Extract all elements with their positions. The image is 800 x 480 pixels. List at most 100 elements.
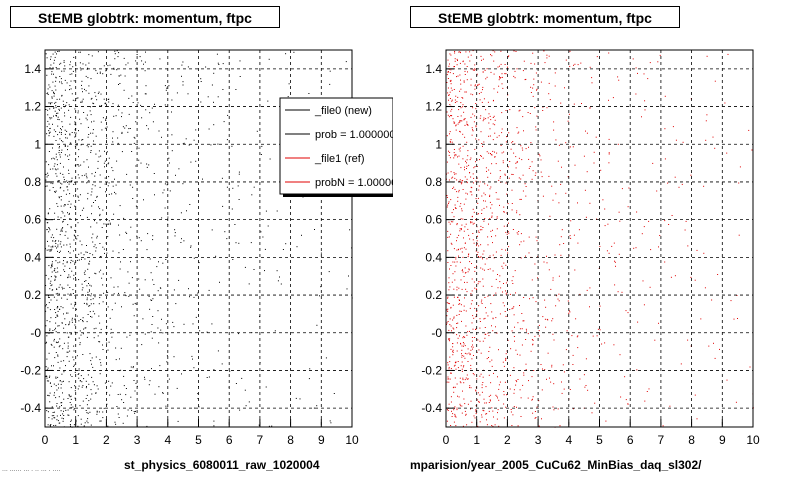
scatter-point xyxy=(503,394,505,396)
scatter-point xyxy=(585,358,587,360)
scatter-point xyxy=(48,265,50,267)
scatter-point xyxy=(61,94,63,96)
scatter-point xyxy=(486,151,488,153)
scatter-point xyxy=(88,305,90,307)
scatter-point xyxy=(560,254,562,256)
scatter-point xyxy=(118,417,120,418)
scatter-point xyxy=(85,398,87,399)
scatter-point xyxy=(462,106,464,108)
scatter-point xyxy=(461,355,463,356)
scatter-point xyxy=(489,399,491,401)
scatter-point xyxy=(459,147,461,149)
scatter-point xyxy=(61,183,63,185)
scatter-point xyxy=(49,127,51,129)
scatter-point xyxy=(90,293,92,295)
scatter-point xyxy=(58,119,60,121)
scatter-point xyxy=(53,365,54,367)
scatter-point xyxy=(449,133,450,135)
scatter-point xyxy=(472,69,474,71)
scatter-point xyxy=(54,241,56,243)
scatter-point xyxy=(316,324,318,326)
scatter-point xyxy=(483,200,484,202)
scatter-point xyxy=(451,141,453,143)
scatter-point xyxy=(491,407,493,409)
scatter-point xyxy=(485,402,487,404)
scatter-point xyxy=(507,231,509,233)
scatter-point xyxy=(154,393,156,395)
scatter-point xyxy=(454,177,456,179)
scatter-point xyxy=(48,295,49,297)
scatter-point xyxy=(80,215,81,217)
scatter-point xyxy=(482,86,484,88)
scatter-point xyxy=(55,317,57,318)
scatter-point xyxy=(534,263,536,265)
scatter-point xyxy=(50,276,52,278)
scatter-point xyxy=(56,228,58,230)
scatter-point xyxy=(124,292,126,294)
scatter-point xyxy=(70,333,72,335)
scatter-point xyxy=(474,88,476,90)
scatter-point xyxy=(471,337,473,338)
scatter-point xyxy=(48,296,50,298)
scatter-point xyxy=(648,388,650,390)
scatter-point xyxy=(491,325,492,327)
scatter-point xyxy=(301,234,302,236)
scatter-point xyxy=(648,220,650,222)
scatter-point xyxy=(56,112,58,114)
scatter-point xyxy=(477,339,479,341)
scatter-point xyxy=(608,99,609,101)
scatter-point xyxy=(490,71,492,73)
scatter-point xyxy=(223,121,225,123)
scatter-point xyxy=(285,243,287,245)
scatter-point xyxy=(121,151,123,153)
scatter-point xyxy=(152,235,154,237)
scatter-point xyxy=(473,374,475,376)
scatter-point xyxy=(478,93,480,95)
scatter-point xyxy=(61,405,62,406)
scatter-point xyxy=(89,353,91,355)
scatter-point xyxy=(535,301,537,303)
scatter-point xyxy=(74,123,76,125)
scatter-point xyxy=(235,383,237,384)
scatter-point xyxy=(158,261,159,263)
scatter-point xyxy=(73,183,75,185)
scatter-point xyxy=(518,157,520,159)
scatter-point xyxy=(213,124,215,126)
scatter-point xyxy=(473,415,475,417)
scatter-point xyxy=(548,93,550,95)
scatter-point xyxy=(507,339,509,341)
scatter-point xyxy=(45,305,47,307)
scatter-point xyxy=(471,300,473,302)
scatter-point xyxy=(467,71,468,73)
scatter-point xyxy=(532,87,534,89)
scatter-point xyxy=(482,258,483,260)
scatter-point xyxy=(181,75,182,77)
scatter-point xyxy=(516,210,518,212)
scatter-point xyxy=(499,275,501,277)
scatter-point xyxy=(682,141,684,143)
scatter-point xyxy=(456,350,458,352)
scatter-point xyxy=(481,387,483,389)
scatter-point xyxy=(60,196,62,197)
scatter-point xyxy=(60,205,62,207)
scatter-point xyxy=(105,191,106,193)
scatter-point xyxy=(187,93,189,95)
scatter-point xyxy=(57,216,59,218)
scatter-point xyxy=(51,158,53,160)
scatter-point xyxy=(455,425,457,427)
scatter-point xyxy=(106,252,108,254)
scatter-point xyxy=(473,211,475,213)
scatter-point xyxy=(57,325,59,327)
scatter-point xyxy=(464,166,465,168)
scatter-point xyxy=(467,271,469,273)
scatter-point xyxy=(108,157,110,159)
scatter-point xyxy=(81,175,83,177)
scatter-point xyxy=(78,369,80,371)
scatter-point xyxy=(457,75,459,77)
scatter-point xyxy=(111,336,113,338)
scatter-point xyxy=(56,314,58,316)
scatter-point xyxy=(62,413,64,415)
scatter-point xyxy=(563,388,565,390)
scatter-point xyxy=(70,116,72,118)
scatter-point xyxy=(704,287,706,289)
